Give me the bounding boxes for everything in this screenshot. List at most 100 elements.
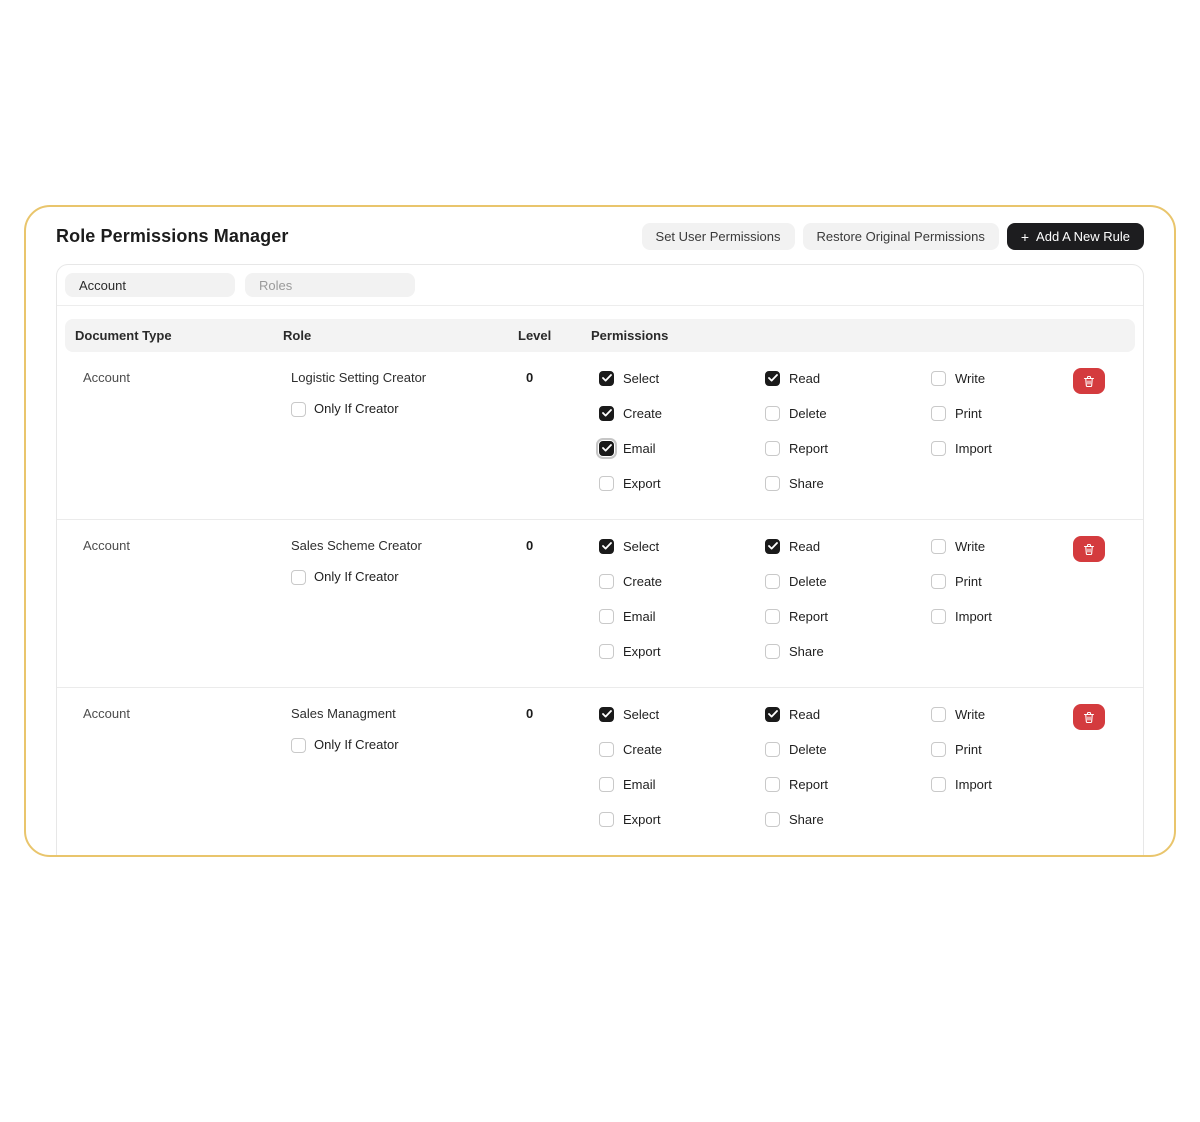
permission-checkbox-read[interactable]: Read xyxy=(765,368,931,388)
permission-checkbox-export[interactable]: Export xyxy=(599,809,765,829)
header-actions: Set User Permissions Restore Original Pe… xyxy=(641,223,1144,250)
checkbox-icon[interactable] xyxy=(931,440,946,456)
permission-checkbox-select[interactable]: Select xyxy=(599,536,765,556)
permission-checkbox-print[interactable]: Print xyxy=(931,739,1059,759)
checkbox-icon[interactable] xyxy=(599,608,614,624)
add-new-rule-label: Add A New Rule xyxy=(1036,229,1130,244)
checkbox-icon[interactable] xyxy=(765,608,780,624)
permission-label: Import xyxy=(955,608,992,624)
checkbox-icon[interactable] xyxy=(599,538,614,554)
only-if-creator-checkbox[interactable]: Only If Creator xyxy=(291,735,399,755)
checkbox-icon[interactable] xyxy=(931,370,946,386)
delete-rule-button[interactable] xyxy=(1073,536,1105,562)
checkbox-icon[interactable] xyxy=(599,741,614,757)
checkbox-icon[interactable] xyxy=(931,573,946,589)
checkbox-icon[interactable] xyxy=(599,706,614,722)
permission-checkbox-read[interactable]: Read xyxy=(765,536,931,556)
permission-checkbox-import[interactable]: Import xyxy=(931,438,1059,458)
checkbox-icon[interactable] xyxy=(765,573,780,589)
checkbox-icon[interactable] xyxy=(765,370,780,386)
permission-label: Share xyxy=(789,475,824,491)
checkbox-icon[interactable] xyxy=(765,538,780,554)
permission-checkbox-delete[interactable]: Delete xyxy=(765,739,931,759)
permission-checkbox-create[interactable]: Create xyxy=(599,571,765,591)
checkbox-icon[interactable] xyxy=(765,475,780,491)
permission-checkbox-share[interactable]: Share xyxy=(765,473,931,493)
checkbox-icon[interactable] xyxy=(765,811,780,827)
checkbox-icon[interactable] xyxy=(931,538,946,554)
role-name: Logistic Setting Creator xyxy=(291,370,427,385)
permission-checkbox-delete[interactable]: Delete xyxy=(765,403,931,423)
checkbox-icon[interactable] xyxy=(765,643,780,659)
permission-checkbox-write[interactable]: Write xyxy=(931,368,1059,388)
checkbox-icon[interactable] xyxy=(765,405,780,421)
permission-label: Import xyxy=(955,776,992,792)
delete-rule-button[interactable] xyxy=(1073,368,1105,394)
table-row: Account Sales Scheme Creator Only If Cre… xyxy=(57,520,1143,688)
checkbox-icon[interactable] xyxy=(599,405,614,421)
checkbox-icon[interactable] xyxy=(291,569,306,585)
checkbox-icon[interactable] xyxy=(599,475,614,491)
permission-label: Select xyxy=(623,538,660,554)
checkbox-icon[interactable] xyxy=(291,401,306,417)
permission-checkbox-share[interactable]: Share xyxy=(765,809,931,829)
permission-label: Delete xyxy=(789,573,827,589)
delete-rule-button[interactable] xyxy=(1073,704,1105,730)
column-header-permissions: Permissions xyxy=(591,328,669,343)
checkbox-icon[interactable] xyxy=(931,608,946,624)
checkbox-icon[interactable] xyxy=(931,776,946,792)
checkbox-icon[interactable] xyxy=(291,737,306,753)
checkbox-icon[interactable] xyxy=(931,741,946,757)
permission-label: Select xyxy=(623,706,660,722)
permission-checkbox-report[interactable]: Report xyxy=(765,606,931,626)
document-type-filter-input[interactable] xyxy=(65,273,235,297)
permission-label: Create xyxy=(623,573,663,589)
permission-checkbox-select[interactable]: Select xyxy=(599,704,765,724)
checkbox-icon[interactable] xyxy=(765,706,780,722)
only-if-creator-checkbox[interactable]: Only If Creator xyxy=(291,399,399,419)
restore-original-permissions-button[interactable]: Restore Original Permissions xyxy=(802,223,999,250)
checkbox-icon[interactable] xyxy=(931,706,946,722)
permission-checkbox-delete[interactable]: Delete xyxy=(765,571,931,591)
set-user-permissions-button[interactable]: Set User Permissions xyxy=(641,223,795,250)
checkbox-icon[interactable] xyxy=(931,405,946,421)
checkbox-icon[interactable] xyxy=(599,811,614,827)
checkbox-icon[interactable] xyxy=(599,776,614,792)
permission-checkbox-print[interactable]: Print xyxy=(931,403,1059,423)
checkbox-icon[interactable] xyxy=(599,573,614,589)
permission-checkbox-select[interactable]: Select xyxy=(599,368,765,388)
role-cell: Sales Managment Only If Creator xyxy=(291,704,526,829)
checkbox-icon[interactable] xyxy=(596,437,617,459)
checkbox-icon[interactable] xyxy=(765,776,780,792)
permission-checkbox-create[interactable]: Create xyxy=(599,403,765,423)
checkbox-icon[interactable] xyxy=(599,370,614,386)
permission-checkbox-email[interactable]: Email xyxy=(596,437,765,459)
permission-checkbox-import[interactable]: Import xyxy=(931,606,1059,626)
permissions-grid: Select Read Write Create Delete Print xyxy=(599,536,1059,661)
role-permissions-card: Role Permissions Manager Set User Permis… xyxy=(24,205,1176,857)
roles-filter-input[interactable] xyxy=(245,273,415,297)
checkbox-icon[interactable] xyxy=(765,440,780,456)
permission-checkbox-write[interactable]: Write xyxy=(931,536,1059,556)
permission-label: Share xyxy=(789,811,824,827)
row-actions xyxy=(1059,704,1105,829)
permission-checkbox-export[interactable]: Export xyxy=(599,473,765,493)
only-if-creator-label: Only If Creator xyxy=(314,737,399,752)
only-if-creator-checkbox[interactable]: Only If Creator xyxy=(291,567,399,587)
permission-checkbox-report[interactable]: Report xyxy=(765,438,931,458)
checkbox-icon[interactable] xyxy=(765,741,780,757)
permission-checkbox-share[interactable]: Share xyxy=(765,641,931,661)
add-new-rule-button[interactable]: + Add A New Rule xyxy=(1006,223,1144,250)
permission-checkbox-print[interactable]: Print xyxy=(931,571,1059,591)
permission-checkbox-write[interactable]: Write xyxy=(931,704,1059,724)
permission-checkbox-email[interactable]: Email xyxy=(599,606,765,626)
permission-checkbox-export[interactable]: Export xyxy=(599,641,765,661)
permission-label: Export xyxy=(623,643,661,659)
trash-icon xyxy=(1083,543,1095,555)
permission-checkbox-create[interactable]: Create xyxy=(599,739,765,759)
permission-checkbox-import[interactable]: Import xyxy=(931,774,1059,794)
checkbox-icon[interactable] xyxy=(599,643,614,659)
permission-checkbox-read[interactable]: Read xyxy=(765,704,931,724)
permission-checkbox-report[interactable]: Report xyxy=(765,774,931,794)
permission-checkbox-email[interactable]: Email xyxy=(599,774,765,794)
